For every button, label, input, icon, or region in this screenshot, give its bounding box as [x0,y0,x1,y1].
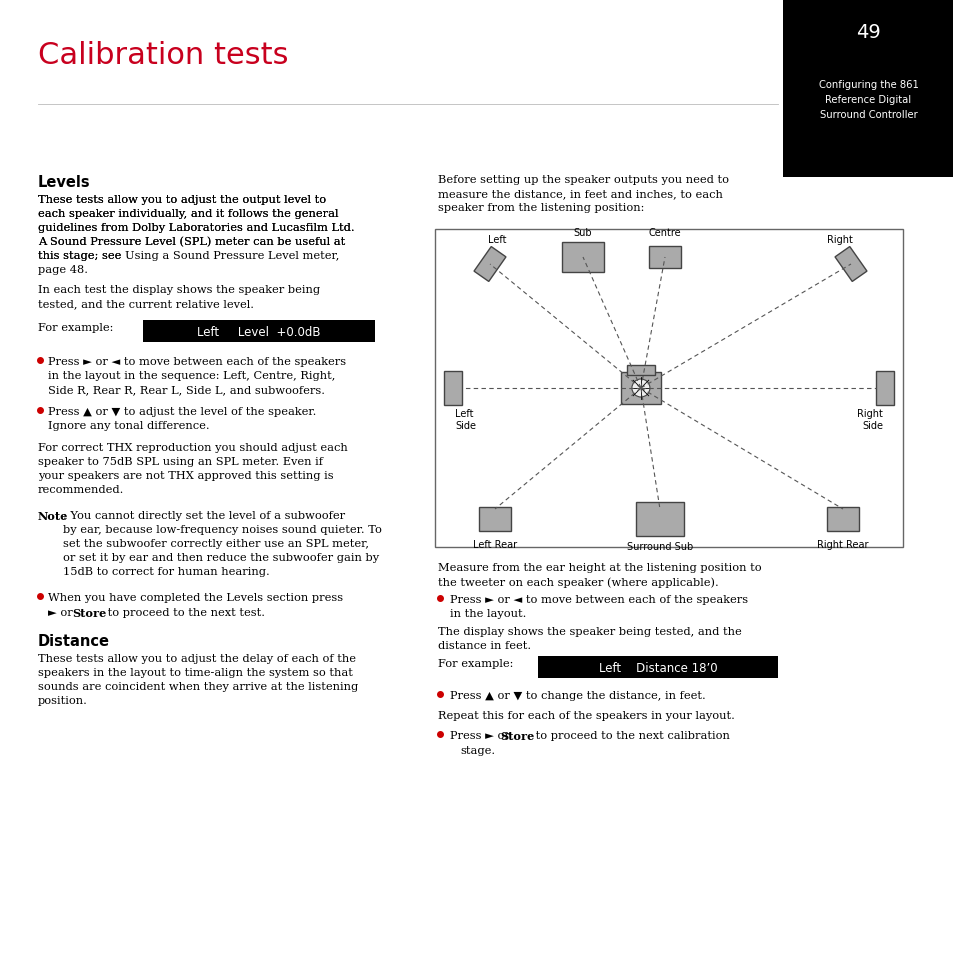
Text: : You cannot directly set the level of a subwoofer
by ear, because low-frequency: : You cannot directly set the level of a… [63,511,381,577]
Polygon shape [834,247,866,282]
Text: Left
Side: Left Side [455,409,476,430]
Text: Centre: Centre [648,228,680,237]
Text: ► or: ► or [48,607,76,618]
Text: Surround Sub: Surround Sub [626,541,692,552]
Text: Left: Left [488,234,506,245]
Text: stage.: stage. [459,745,495,755]
Polygon shape [648,247,680,269]
Text: Right Rear: Right Rear [817,539,868,550]
Bar [143,320,375,343]
Text: Calibration tests: Calibration tests [38,40,288,70]
Polygon shape [620,373,660,405]
Text: Configuring the 861
Reference Digital
Surround Controller: Configuring the 861 Reference Digital Su… [818,80,918,120]
Text: These tests allow you to adjust the output level to
each speaker individually, a: These tests allow you to adjust the outp… [38,194,355,261]
Text: Press ▲ or ▼ to change the distance, in feet.: Press ▲ or ▼ to change the distance, in … [450,690,705,700]
Text: Right
Side: Right Side [856,409,882,430]
Text: Press ► or: Press ► or [450,730,513,740]
Polygon shape [826,507,858,532]
Text: Distance: Distance [38,634,110,648]
Text: Left    Distance 18’0: Left Distance 18’0 [598,660,717,674]
Polygon shape [875,372,893,406]
Text: These tests allow you to adjust the delay of each of the
speakers in the layout : These tests allow you to adjust the dela… [38,654,358,705]
Polygon shape [478,507,511,532]
Polygon shape [474,247,505,282]
Text: Measure from the ear height at the listening position to
the tweeter on each spe: Measure from the ear height at the liste… [437,562,760,587]
Bar [435,230,902,547]
Polygon shape [626,366,654,375]
Text: Left Rear: Left Rear [473,539,517,550]
Text: Press ► or ◄ to move between each of the speakers
in the layout in the sequence:: Press ► or ◄ to move between each of the… [48,356,346,395]
Text: For example:: For example: [38,323,113,333]
Text: For correct THX reproduction you should adjust each
speaker to 75dB SPL using an: For correct THX reproduction you should … [38,442,348,495]
Text: When you have completed the Levels section press: When you have completed the Levels secti… [48,593,343,602]
Text: Store: Store [499,730,534,741]
Text: In each test the display shows the speaker being
tested, and the current relativ: In each test the display shows the speak… [38,285,320,309]
Bar [782,0,953,178]
Polygon shape [443,372,461,406]
Text: Repeat this for each of the speakers in your layout.: Repeat this for each of the speakers in … [437,710,734,720]
Text: The display shows the speaker being tested, and the
distance in feet.: The display shows the speaker being test… [437,626,741,650]
Polygon shape [635,502,683,537]
Text: Press ► or ◄ to move between each of the speakers
in the layout.: Press ► or ◄ to move between each of the… [450,595,747,618]
Bar [537,657,778,679]
Text: Left     Level  +0.0dB: Left Level +0.0dB [197,325,320,338]
Text: For example:: For example: [437,659,513,668]
Text: Before setting up the speaker outputs you need to
measure the distance, in feet : Before setting up the speaker outputs yo… [437,174,728,213]
Text: to proceed to the next test.: to proceed to the next test. [104,607,265,618]
Text: Press ▲ or ▼ to adjust the level of the speaker.
Ignore any tonal difference.: Press ▲ or ▼ to adjust the level of the … [48,407,316,431]
Text: These tests allow you to adjust the output level to
each speaker individually, a: These tests allow you to adjust the outp… [38,194,355,275]
Text: 49: 49 [855,23,880,42]
Text: Store: Store [71,607,106,618]
Polygon shape [561,243,603,273]
Text: Levels: Levels [38,174,91,190]
Text: Note: Note [38,511,69,521]
Circle shape [631,379,649,397]
Text: Sub: Sub [573,228,592,237]
Text: Right: Right [826,234,852,245]
Text: to proceed to the next calibration: to proceed to the next calibration [532,730,729,740]
